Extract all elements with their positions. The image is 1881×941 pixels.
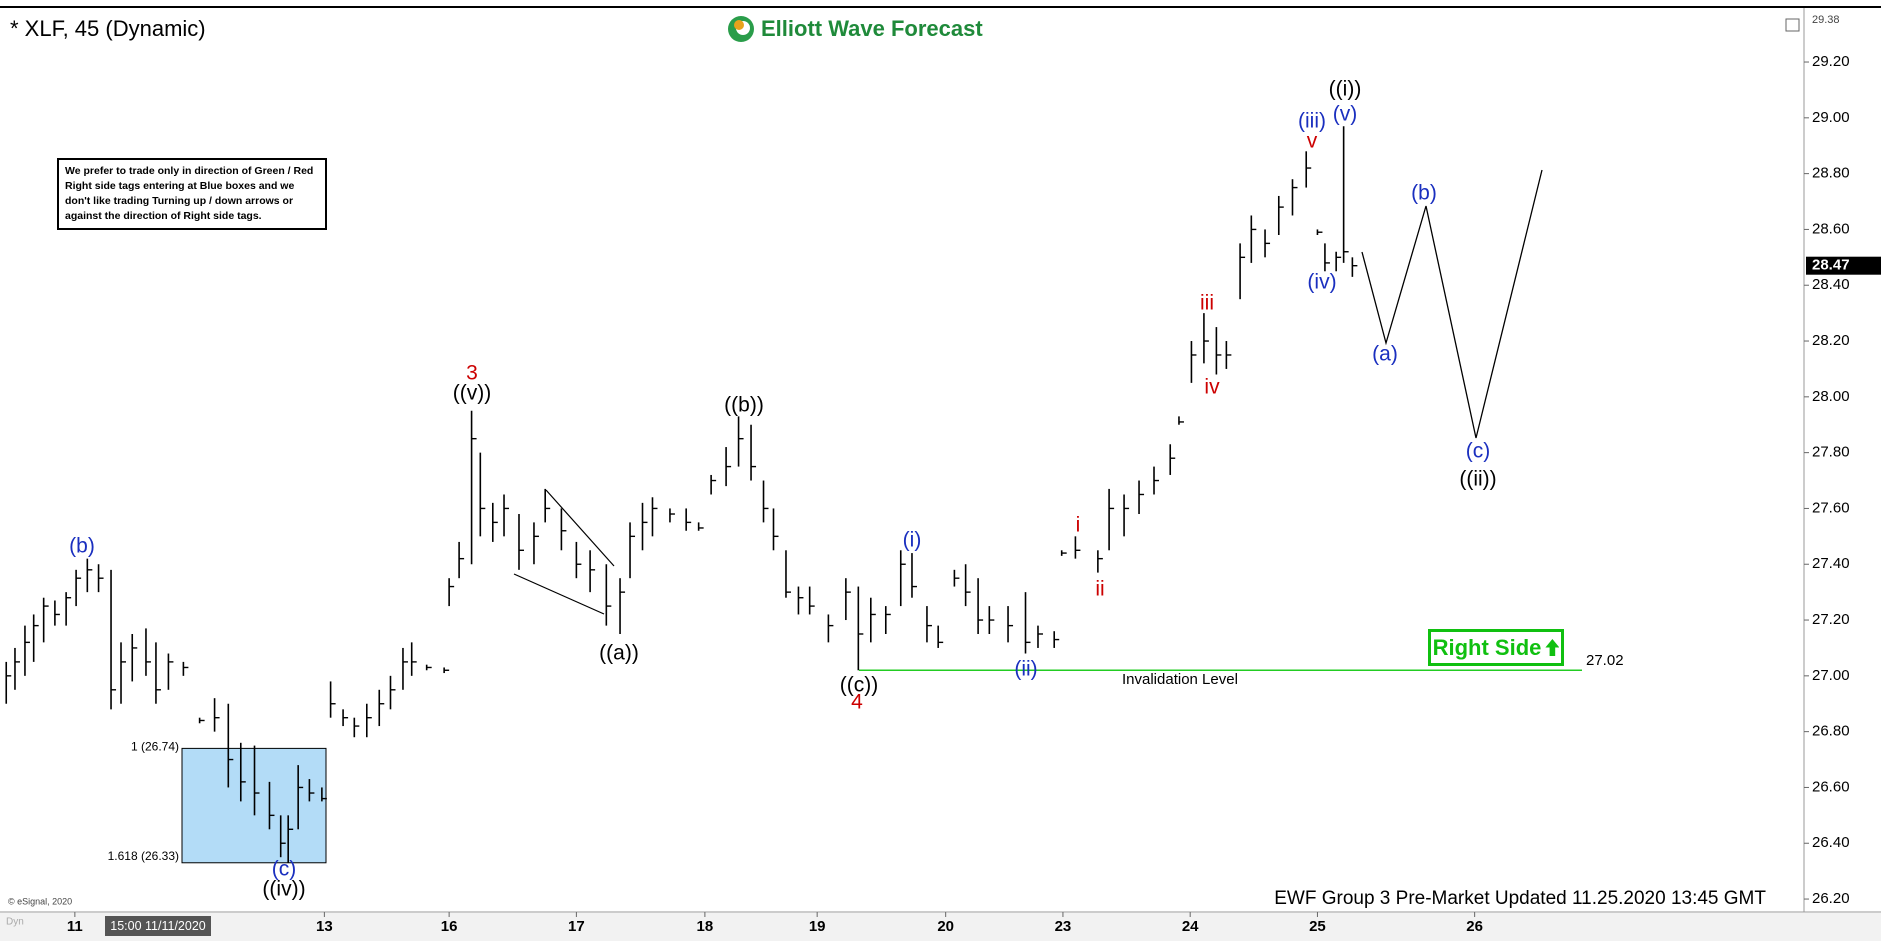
wave-label: ((c)) [840,674,878,697]
y-tick-label: 27.20 [1812,611,1850,628]
wave-label: (a) [1372,343,1398,366]
x-tick-label: 13 [316,918,333,935]
plot: 29.38 26.20 26.40 26.60 26.80 27.00 27.20 27.40… [5,14,1881,935]
wave-label: ii [1095,578,1104,601]
x-tick-label: 25 [1309,918,1326,935]
wave-label: (i) [903,529,922,552]
x-tick-label: 24 [1182,918,1199,935]
copyright: © eSignal, 2020 [8,896,72,906]
y-tick-label: 28.40 [1812,276,1850,293]
wave-label: ((iv)) [262,878,305,901]
right-side-tag: Right Side [1428,629,1564,666]
y-axis-top-label: 29.38 [1812,14,1840,26]
y-tick-label: 29.20 [1812,53,1850,70]
y-tick-label: 27.60 [1812,499,1850,516]
wave-label: ((b)) [724,394,764,417]
x-tick-label: 11 [67,918,83,935]
wave-label: iii [1200,292,1214,315]
update-footer: EWF Group 3 Pre-Market Updated 11.25.202… [1274,888,1766,909]
wave-label: (v) [1333,103,1358,126]
y-tick-label: 26.20 [1812,890,1850,907]
x-axis-band [0,913,1881,941]
invalidation-label: Invalidation Level [1122,671,1238,688]
y-tick-label: 27.40 [1812,555,1850,572]
wave-label: (c) [1466,440,1491,463]
wave-label: v [1307,130,1318,153]
wave-label: ((a)) [599,642,639,665]
window-icon [1785,18,1800,32]
mode-label: Dyn [6,917,24,928]
wedge-line [513,573,605,615]
y-tick-label: 26.40 [1812,834,1850,851]
wave-label: (b) [69,535,95,558]
note-box: We prefer to trade only in direction of … [57,158,327,230]
wave-label: (ii) [1014,658,1037,681]
logo-mark [734,20,744,30]
wave-label: ((v)) [453,382,491,405]
y-tick-label: 28.60 [1812,220,1850,237]
symbol-title: * XLF, 45 (Dynamic) [10,16,206,41]
wave-label: iv [1204,376,1220,399]
y-tick-label: 28.20 [1812,332,1850,349]
logo-text: Elliott Wave Forecast [761,16,983,41]
wave-label: i [1076,514,1081,537]
x-tick-label: 20 [937,918,954,935]
wave-label: (iv) [1307,271,1336,294]
wave-label: ((ii)) [1459,468,1496,491]
wave-label: ((i)) [1329,78,1362,101]
x-tick-label: 23 [1055,918,1072,935]
projection-path [1361,169,1543,439]
y-tick-label: 28.80 [1812,165,1850,182]
last-price-label: 28.47 [1812,257,1850,274]
cursor-time: 15:00 11/11/2020 [105,916,211,936]
x-tick-label: 18 [697,918,714,935]
x-tick-label: 17 [568,918,585,935]
up-arrow [1545,639,1560,656]
x-tick-label: 16 [441,918,458,935]
y-tick-label: 28.00 [1812,388,1850,405]
y-tick-label: 26.60 [1812,778,1850,795]
y-tick-label: 27.00 [1812,667,1850,684]
fib-label: 1 (26.74) [131,740,179,754]
wedge-line [545,489,615,567]
top-border [0,6,1881,8]
y-tick-label: 29.00 [1812,109,1850,126]
wave-label: (b) [1411,182,1437,205]
wave-label: 3 [466,362,478,385]
wave-label: 4 [851,691,863,714]
fib-label: 1.618 (26.33) [108,849,179,863]
wave-label: (c) [272,858,297,881]
y-tick-label: 27.80 [1812,444,1850,461]
right-side-text: Right Side [1432,634,1542,660]
invalidation-value: 27.02 [1586,652,1624,669]
y-tick-label: 26.80 [1812,723,1850,740]
last-price-badge [1806,256,1881,275]
x-tick-label: 26 [1466,918,1483,935]
wave-label: (iii) [1298,110,1326,133]
x-tick-label: 19 [809,918,826,935]
